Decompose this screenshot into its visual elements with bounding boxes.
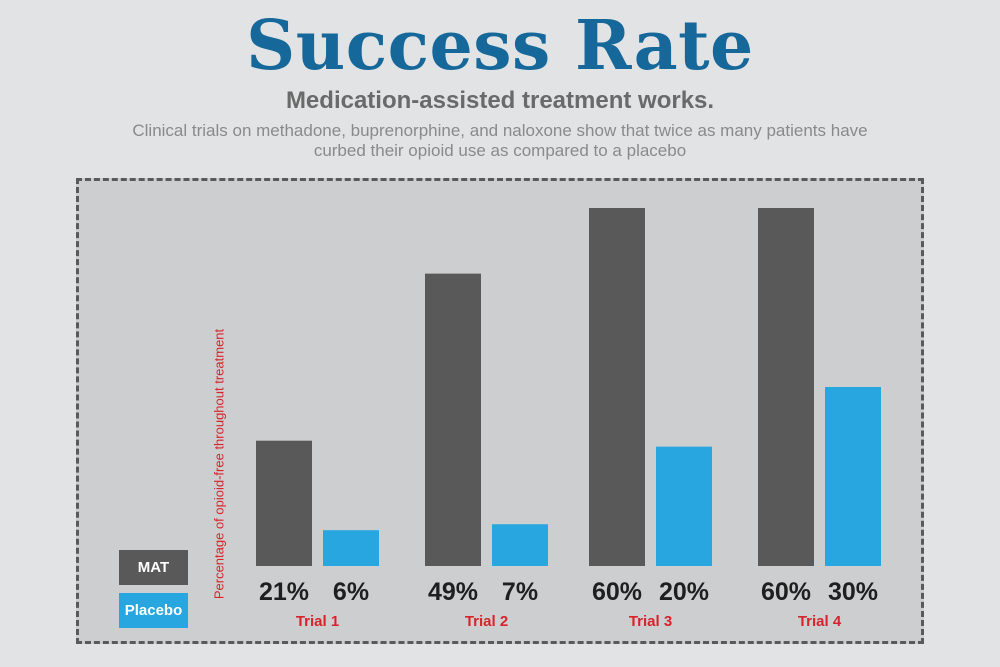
category-label-2: Trial 2: [465, 613, 508, 630]
category-label-3: Trial 3: [629, 613, 672, 630]
bar-placebo-3: [656, 446, 712, 566]
bar-placebo-1: [323, 530, 379, 566]
bar-placebo-4: [825, 387, 881, 566]
category-label-4: Trial 4: [798, 613, 842, 630]
bar-mat-4: [758, 208, 814, 566]
page-title: Success Rate: [246, 6, 754, 86]
category-label-1: Trial 1: [296, 613, 339, 630]
bar-mat-2: [425, 273, 481, 566]
value-label-mat-2: 49%: [428, 578, 478, 606]
bar-mat-1: [256, 440, 312, 566]
value-label-mat-1: 21%: [259, 578, 309, 606]
page-subtitle: Medication-assisted treatment works.: [285, 87, 715, 114]
legend-item-mat: MAT: [119, 550, 188, 585]
y-axis-label: Percentage of opioid-free throughout tre…: [211, 328, 227, 600]
legend-item-placebo: Placebo: [119, 593, 188, 628]
value-label-placebo-1: 6%: [333, 578, 369, 606]
value-label-placebo-4: 30%: [828, 578, 878, 606]
value-label-placebo-3: 20%: [659, 578, 709, 606]
value-label-mat-4: 60%: [761, 578, 811, 606]
page-description: Clinical trials on methadone, buprenorph…: [132, 121, 868, 160]
value-label-placebo-2: 7%: [502, 578, 538, 606]
value-label-mat-3: 60%: [592, 578, 642, 606]
bar-mat-3: [589, 208, 645, 566]
bar-placebo-2: [492, 524, 548, 566]
